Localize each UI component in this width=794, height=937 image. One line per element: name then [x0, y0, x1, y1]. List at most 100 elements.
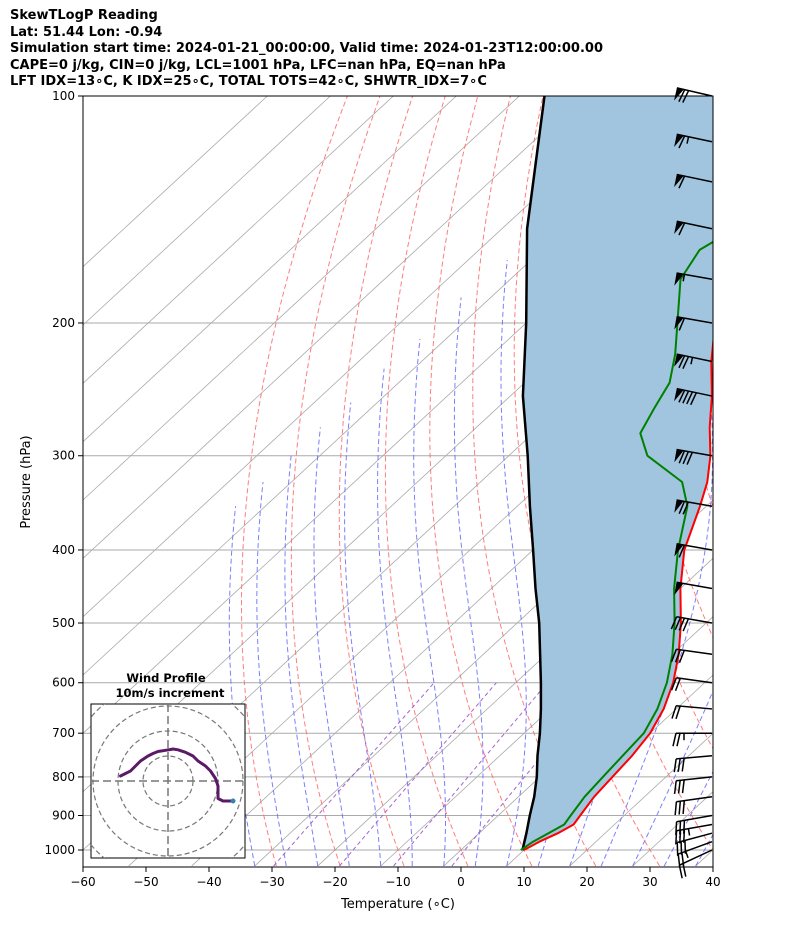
wind-barb-full [678, 389, 686, 403]
wind-barb-shaft [676, 676, 713, 684]
wind-barb-full [678, 355, 686, 369]
wind-barb [674, 133, 713, 149]
dry-adiabat [738, 96, 794, 866]
moist-adiabat [256, 481, 287, 867]
wind-barb [674, 499, 713, 515]
wind-barb-flag [674, 134, 684, 147]
y-tick-label: 500 [52, 616, 75, 630]
wind-barb-shaft [676, 796, 713, 803]
wind-barb-flag [674, 388, 684, 402]
isotherm-line [83, 96, 394, 384]
dry-adiabat [290, 96, 381, 867]
cin-shading [522, 96, 713, 850]
mixing-ratio-line [339, 682, 497, 867]
x-tick-label: 20 [579, 875, 594, 889]
y-tick-label: 1000 [44, 843, 75, 857]
moist-adiabat [284, 455, 319, 867]
wind-barb-full [682, 820, 686, 834]
x-tick-label: 40 [705, 875, 720, 889]
wind-barb-full [670, 616, 678, 630]
wind-barb-shaft [676, 581, 713, 590]
wind-barb-flag [674, 582, 684, 596]
isotherm-line [83, 96, 331, 326]
wind-barb-full [678, 175, 686, 189]
wind-barb [674, 448, 713, 465]
wind-barb-full [673, 780, 677, 795]
wind-barb-full [674, 801, 678, 816]
wind-barb-full [677, 853, 681, 868]
x-tick-label: −20 [322, 875, 347, 889]
wind-barb-full [690, 392, 698, 406]
wind-barb [670, 676, 713, 691]
wind-barb-flag [674, 499, 684, 513]
dry-adiabat [338, 96, 414, 867]
wind-barb-shaft [676, 648, 713, 655]
mixing-ratio-line [451, 682, 603, 867]
wind-barb [674, 796, 713, 816]
wind-barb-full [678, 317, 686, 331]
wind-barb-flag [674, 354, 684, 367]
wind-barb [670, 616, 713, 632]
wind-barbs [670, 87, 713, 879]
x-tick-label: −60 [70, 875, 95, 889]
wind-barb [671, 705, 713, 720]
wind-barb-shaft [677, 841, 713, 855]
time-line: Simulation start time: 2024-01-21_00:00:… [10, 41, 603, 56]
y-axis-label: Pressure (hPa) [19, 435, 34, 528]
wind-barb [674, 353, 713, 369]
wind-barb-shaft [676, 173, 713, 183]
wind-barb [677, 841, 713, 868]
wind-barb [675, 823, 713, 845]
x-tick-label: −50 [133, 875, 158, 889]
hodograph-title: Wind Profile [126, 671, 206, 685]
y-tick-label: 100 [52, 89, 75, 103]
moist-adiabat [500, 259, 527, 867]
isotherm-line [569, 732, 713, 867]
y-tick-label: 300 [52, 449, 75, 463]
wind-barb-full [677, 780, 681, 794]
wind-barb-shaft [676, 823, 713, 832]
wind-barb [675, 814, 713, 836]
wind-barb-full [682, 451, 690, 465]
wind-barb-shaft [676, 616, 713, 624]
x-tick-label: 0 [457, 875, 465, 889]
wind-barb-full [670, 677, 678, 691]
isotherm-line [83, 96, 520, 501]
y-tick-label: 200 [52, 316, 75, 330]
wind-barb-full [682, 90, 690, 103]
wind-barb-shaft [676, 814, 713, 823]
parcel-profile-line [521, 96, 546, 851]
isotherm-line [83, 96, 268, 268]
wind-barb [674, 581, 713, 596]
wind-barb-full [670, 648, 678, 662]
wind-barb [674, 387, 713, 406]
isotherm-line [83, 96, 457, 443]
wind-barb-full [678, 801, 682, 815]
moist-adiabat [313, 427, 350, 867]
moist-adiabat [453, 297, 484, 867]
x-tick-label: 10 [516, 875, 531, 889]
wind-barb-half [687, 828, 691, 836]
wind-barb-full [682, 390, 690, 404]
wind-barb-half [686, 136, 690, 144]
x-axis-label: Temperature (∘C) [340, 897, 455, 912]
wind-barb-full [681, 758, 685, 772]
wind-barb-shaft [676, 272, 713, 280]
isotherm-line [317, 499, 713, 867]
wind-barb-full [678, 544, 686, 558]
wind-barb-shaft [679, 849, 713, 866]
cape-line: CAPE=0 j/kg, CIN=0 j/kg, LCL=1001 hPa, L… [10, 57, 506, 73]
wind-barb-full [682, 356, 690, 369]
cape-area [522, 96, 713, 850]
wind-barb-full [674, 678, 682, 691]
y-tick-label: 700 [52, 726, 75, 740]
wind-barb-full [671, 705, 677, 719]
wind-barb-full [686, 451, 693, 465]
wind-barb-full [675, 705, 681, 720]
wind-barb [673, 755, 713, 773]
wind-barb-shaft [676, 448, 713, 457]
wind-barb-flag [674, 174, 684, 188]
wind-barb [676, 832, 713, 856]
wind-barb-shaft [676, 315, 713, 324]
dry-adiabat [384, 96, 469, 867]
